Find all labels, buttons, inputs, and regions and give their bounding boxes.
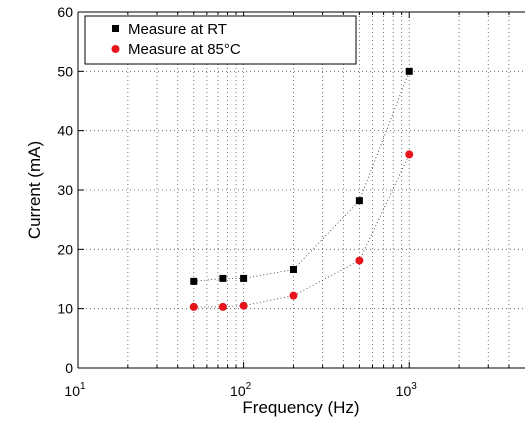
x-tick-label: 103 — [396, 381, 418, 399]
data-point-rt — [240, 274, 248, 282]
y-tick-label: 10 — [57, 301, 73, 317]
data-point-85c — [289, 291, 298, 300]
data-point-rt — [405, 67, 413, 75]
data-point-85c — [189, 302, 198, 311]
y-tick-label: 20 — [57, 241, 73, 257]
x-axis-label: Frequency (Hz) — [242, 398, 359, 417]
data-point-rt — [190, 277, 198, 285]
y-tick-label: 30 — [57, 182, 73, 198]
data-point-rt — [355, 197, 363, 205]
axis-ticks: 0 10 20 30 40 50 60 101 102 103 — [57, 4, 510, 399]
legend-box — [84, 15, 357, 65]
data-point-85c — [239, 301, 248, 310]
x-tick-label: 101 — [64, 381, 86, 399]
plot-area — [78, 12, 525, 368]
y-tick-label: 0 — [65, 360, 73, 376]
legend-label-85c: Measure at 85°C — [128, 41, 241, 58]
y-tick-label: 40 — [57, 123, 73, 139]
y-axis-label: Current (mA) — [25, 141, 44, 239]
legend-marker-rt — [112, 25, 119, 32]
data-point-85c — [355, 256, 364, 265]
data-point-rt — [289, 266, 297, 274]
legend-marker-85c — [111, 45, 120, 53]
data-point-85c — [405, 150, 414, 159]
y-tick-label: 60 — [57, 4, 73, 20]
data-point-85c — [218, 302, 227, 311]
data-point-rt — [219, 274, 227, 282]
y-tick-label: 50 — [57, 63, 73, 79]
data-points — [189, 67, 414, 311]
legend-label-rt: Measure at RT — [128, 21, 227, 38]
x-tick-label: 102 — [230, 381, 252, 399]
legend: Measure at RT Measure at 85°C — [84, 15, 357, 65]
